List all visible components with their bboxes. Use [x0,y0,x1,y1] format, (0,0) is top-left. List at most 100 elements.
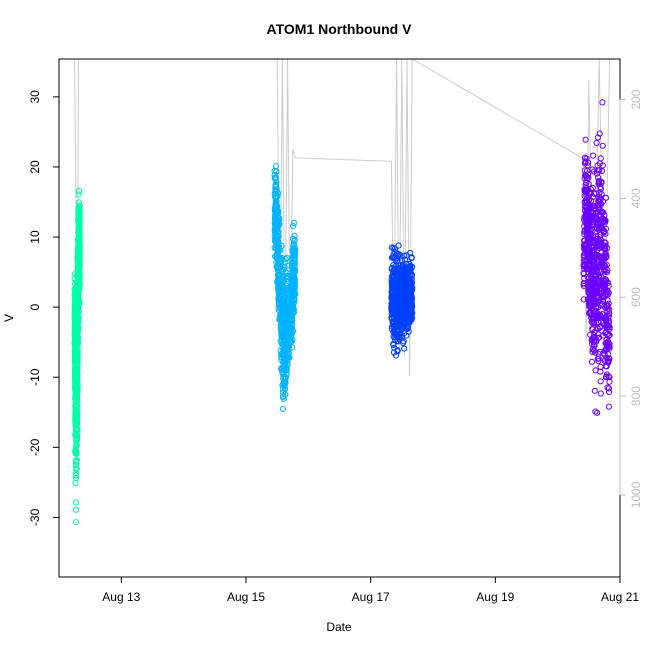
data-point [401,252,408,259]
data-point [407,309,414,316]
data-point [282,378,289,385]
data-point [597,363,604,370]
data-point [396,292,403,299]
data-point [282,357,289,364]
data-point [291,256,298,263]
data-point [274,248,281,255]
data-point [585,159,592,166]
series-4 [580,99,613,416]
data-point [278,364,285,372]
data-point [602,304,609,311]
data-point [73,436,80,443]
plot-area [71,59,613,526]
data-point [594,409,601,416]
data-point [271,175,278,182]
data-point [273,187,280,194]
data-point [74,381,81,389]
data-point [603,262,611,269]
data-point [401,345,408,352]
data-point [285,273,292,281]
data-point [389,293,396,300]
data-point [580,296,587,303]
data-point [586,253,593,261]
data-point [395,242,402,249]
data-point [73,472,80,479]
data-point [74,390,81,397]
data-point [602,225,610,232]
data-point [398,320,405,327]
data-point [287,308,294,315]
data-point [71,296,79,303]
data-point [279,318,286,325]
data-point [597,268,605,275]
data-point [289,223,297,230]
x-axis-label: Date [326,620,352,634]
data-point [73,450,80,457]
data-point [72,358,79,365]
data-point [389,274,396,281]
data-point [393,303,400,310]
data-point [291,249,299,257]
data-point [581,216,588,223]
data-point [398,280,405,287]
data-point [73,342,80,349]
y2-tick-label: 600 [629,287,643,307]
y-tick-label: -10 [28,368,42,386]
data-point [581,199,589,207]
data-point [73,411,80,418]
data-point [71,309,78,316]
data-point [72,446,79,453]
data-point [596,195,603,202]
x-tick-label: Aug 13 [102,590,140,604]
data-point [284,322,291,329]
data-point [596,290,603,297]
data-point [597,223,604,230]
data-point [390,278,397,285]
data-point [76,263,83,270]
y-axis: -30 -20 -10 0 10 20 30 [28,90,60,526]
data-point [72,302,80,310]
data-point [290,259,297,266]
data-point [589,326,596,333]
data-point [76,219,83,226]
data-point [593,271,600,278]
data-point [596,201,603,209]
y2-tick-label: 400 [629,188,643,208]
data-point [404,320,411,327]
data-point [594,134,602,141]
data-point [76,269,83,276]
data-point [283,347,290,354]
series-1 [71,187,83,526]
data-point [272,200,279,207]
data-point [593,252,600,259]
data-point [595,177,603,185]
data-point [401,268,408,275]
x-tick-label: Aug 15 [227,590,265,604]
data-point [71,329,79,336]
data-point [595,304,602,311]
data-point [600,281,608,288]
data-point [589,166,596,173]
data-point [390,251,397,258]
data-point [391,254,398,261]
data-point [74,360,81,367]
data-point [591,315,598,322]
data-point [398,310,405,317]
data-point [394,265,401,272]
series-2 [271,163,299,412]
data-point [602,374,610,381]
data-point [282,341,289,348]
data-point [591,319,598,327]
data-point [76,246,83,254]
data-point [72,423,80,430]
data-point [274,218,282,225]
data-point [405,293,412,300]
data-point [598,191,605,198]
data-point [595,294,602,301]
data-point [73,288,80,295]
data-point [291,219,298,227]
y-tick-label: -20 [28,438,42,456]
data-point [276,291,283,298]
y2-tick-label: 1000 [629,481,643,508]
data-point [604,384,611,391]
